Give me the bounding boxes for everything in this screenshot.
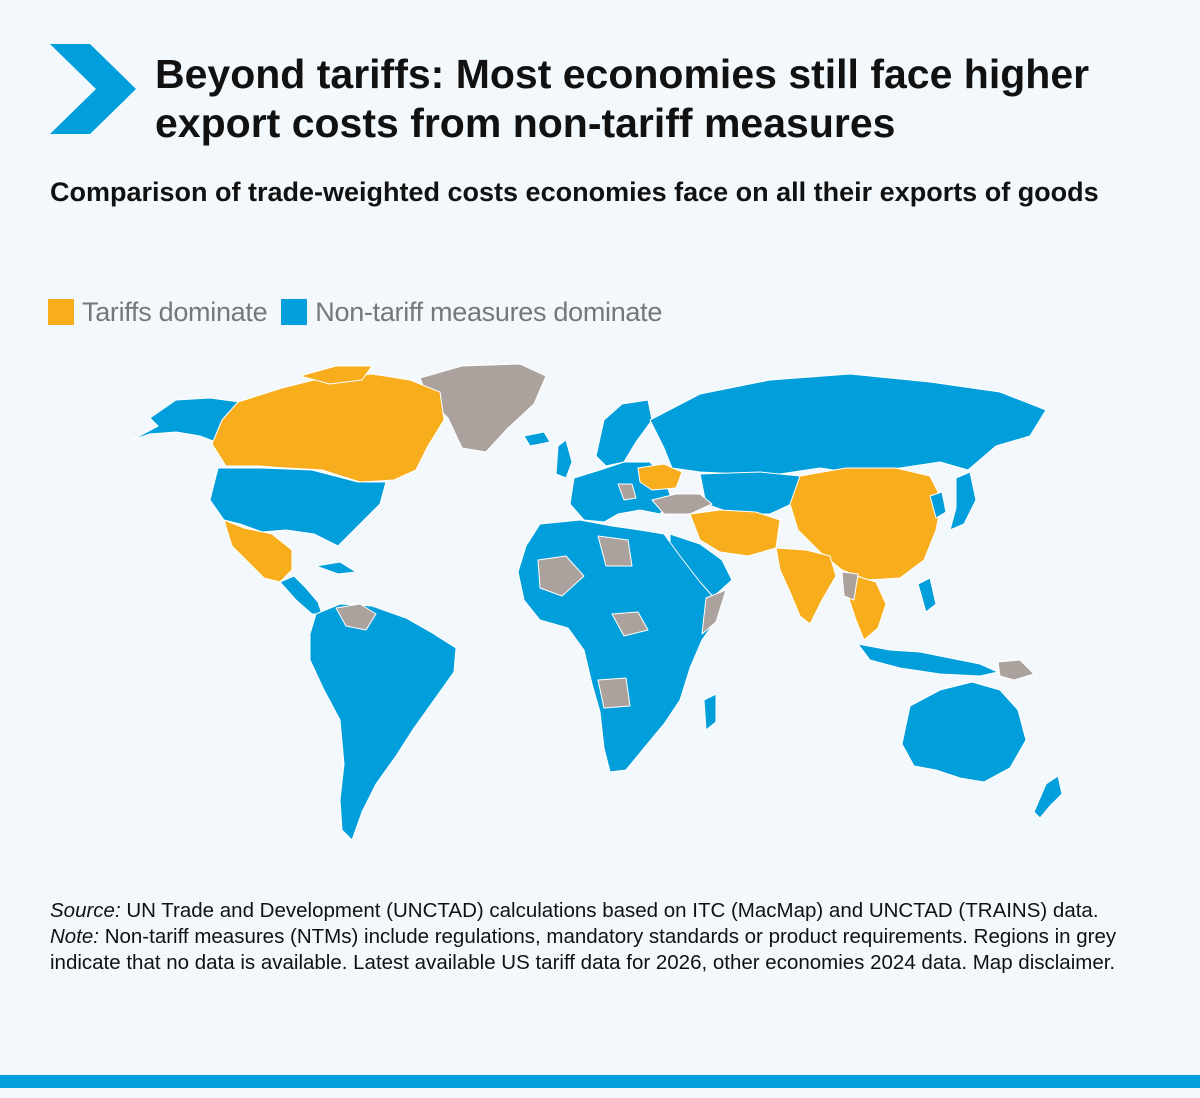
region-scandinavia: [595, 399, 653, 467]
region-se-asia: [847, 575, 887, 641]
region-india: [775, 547, 837, 625]
region-madagascar: [703, 693, 717, 731]
region-mali-niger: [537, 555, 585, 597]
region-new-zealand: [1033, 775, 1063, 819]
note-label: Note:: [50, 925, 99, 948]
legend-label-tariffs: Tariffs dominate: [82, 296, 268, 327]
region-central-asia: [699, 471, 801, 515]
chevron-arrow-icon: [50, 44, 136, 134]
region-caribbean: [315, 561, 357, 575]
note-text-block: Note: Non-tariff measures (NTMs) include…: [50, 924, 1160, 976]
region-central-africa: [611, 611, 649, 637]
source-note: Source: UN Trade and Development (UNCTAD…: [50, 898, 1160, 924]
region-mexico: [223, 519, 293, 583]
region-angola: [597, 677, 631, 709]
region-korea: [929, 491, 947, 519]
region-china-mongolia: [789, 467, 943, 581]
source-text: UN Trade and Development (UNCTAD) calcul…: [120, 899, 1099, 922]
region-turkey-caucasus: [651, 493, 713, 515]
legend-label-ntm: Non-tariff measures dominate: [315, 296, 663, 327]
region-png: [997, 659, 1035, 681]
legend-swatch-tariffs: [48, 299, 74, 325]
region-venezuela: [335, 603, 377, 631]
bottom-accent-bar: [0, 1075, 1200, 1088]
legend-swatch-ntm: [281, 299, 308, 325]
footnotes: Source: UN Trade and Development (UNCTAD…: [50, 898, 1160, 976]
legend: Tariffs dominate Non-tariff measures dom…: [48, 295, 676, 329]
region-iceland: [523, 431, 551, 447]
page-title: Beyond tariffs: Most economies still fac…: [155, 51, 1090, 146]
source-label: Source:: [50, 899, 121, 922]
region-usa: [209, 467, 387, 547]
region-libya: [597, 535, 633, 567]
region-indonesia: [857, 643, 999, 677]
region-canada: [211, 373, 445, 483]
region-russia: [649, 373, 1047, 475]
region-australia: [901, 681, 1027, 783]
region-uk: [555, 439, 573, 479]
region-japan: [949, 471, 977, 531]
region-somalia: [701, 589, 727, 635]
region-ukraine: [637, 463, 683, 491]
region-south-america: [309, 603, 457, 841]
legend-item-ntm: Non-tariff measures dominate: [281, 297, 662, 328]
legend-item-tariffs: Tariffs dominate: [48, 296, 268, 328]
region-balkans: [617, 483, 637, 501]
region-canada-islands: [299, 365, 373, 385]
region-central-america: [279, 575, 323, 615]
region-myanmar: [841, 571, 859, 601]
page-subtitle: Comparison of trade-weighted costs econo…: [50, 177, 1099, 207]
note-text: Non-tariff measures (NTMs) include regul…: [50, 925, 1117, 974]
world-map: [131, 363, 1063, 841]
region-philippines: [917, 577, 937, 613]
